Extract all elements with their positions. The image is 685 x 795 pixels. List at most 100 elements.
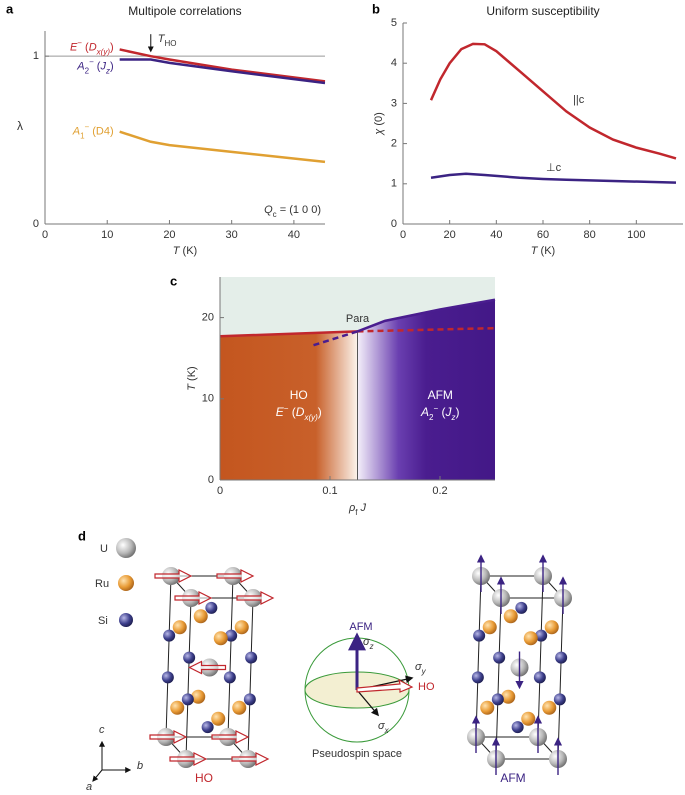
atom-si bbox=[201, 721, 214, 734]
x-tick-label: 20 bbox=[163, 229, 175, 241]
y-tick-label: 0 bbox=[33, 218, 39, 230]
legend-label: U bbox=[100, 543, 108, 555]
atom-si bbox=[243, 693, 256, 706]
x-tick-label: 0 bbox=[217, 485, 223, 497]
cell-edge bbox=[165, 575, 172, 738]
atom-ru bbox=[521, 711, 536, 726]
label-part: ( bbox=[288, 405, 295, 419]
label-part: E bbox=[276, 405, 285, 419]
phase-line bbox=[357, 326, 496, 333]
atom-si bbox=[535, 629, 548, 642]
y-tick-label: 5 bbox=[391, 17, 397, 29]
label-part: − bbox=[77, 38, 82, 47]
label-part: 2 bbox=[429, 413, 434, 422]
y-axis-label: T (K) bbox=[186, 366, 198, 390]
cell-edge bbox=[475, 575, 482, 738]
axis-letter: c bbox=[99, 724, 105, 736]
x-tick-label: 0.1 bbox=[322, 485, 337, 497]
y-tick-label: 1 bbox=[391, 178, 397, 190]
label-part: J bbox=[357, 502, 366, 514]
x-tick-label: 40 bbox=[288, 229, 300, 241]
atom-si bbox=[245, 651, 258, 664]
atom-si bbox=[223, 671, 236, 684]
label-part: E bbox=[70, 41, 78, 53]
series-label: A1− (D4) bbox=[72, 122, 114, 140]
subscript: y bbox=[421, 667, 427, 676]
series-line bbox=[430, 172, 677, 184]
symbol: σ bbox=[363, 636, 370, 648]
atom-si bbox=[181, 693, 194, 706]
cell-edge bbox=[557, 597, 564, 760]
x-axis-label: T (K) bbox=[173, 245, 197, 257]
label-part: ( bbox=[82, 41, 89, 53]
atom-si bbox=[555, 651, 568, 664]
panel-label: b bbox=[372, 1, 380, 16]
label-part: (D4) bbox=[89, 126, 113, 138]
y-tick-label: 0 bbox=[208, 474, 214, 486]
symbol: σ bbox=[415, 661, 422, 673]
atom-ru bbox=[542, 700, 557, 715]
label-part: x(y) bbox=[96, 47, 111, 56]
atom-ru bbox=[544, 620, 559, 635]
label-part: ρ bbox=[348, 502, 355, 514]
y-tick-label: 0 bbox=[391, 218, 397, 230]
x-tick-label: 0.2 bbox=[432, 485, 447, 497]
crystal-axes bbox=[92, 740, 132, 782]
series-label: ⊥c bbox=[546, 162, 562, 174]
phase-line bbox=[313, 330, 358, 347]
moment-arrow bbox=[149, 730, 188, 744]
structure-label: AFM bbox=[500, 771, 525, 785]
sigma-x: σx bbox=[378, 720, 390, 735]
series-label: A2− (Jz) bbox=[76, 57, 113, 75]
y-tick-label: 3 bbox=[391, 97, 397, 109]
label-part: T bbox=[158, 33, 166, 45]
x-tick-label: 60 bbox=[537, 229, 549, 241]
y-axis-label: λ bbox=[17, 119, 23, 133]
label-part: (K) bbox=[538, 245, 556, 257]
atom-si bbox=[493, 651, 506, 664]
label-part: χ bbox=[373, 128, 385, 136]
panel-label: d bbox=[78, 528, 86, 543]
series-line bbox=[429, 42, 677, 160]
atom-si bbox=[553, 693, 566, 706]
label-part: A bbox=[420, 405, 429, 419]
label-part: c bbox=[273, 210, 277, 219]
series-line bbox=[119, 48, 326, 83]
axis-letter: b bbox=[137, 760, 143, 772]
atom-ru bbox=[213, 631, 228, 646]
region-label: HO bbox=[290, 388, 308, 402]
atom-si bbox=[163, 629, 176, 642]
label-part: (K) bbox=[186, 366, 198, 384]
x-axis-label: T (K) bbox=[531, 245, 555, 257]
crystal-afm bbox=[467, 554, 572, 775]
annotation: THO bbox=[158, 33, 177, 48]
region-label: AFM bbox=[428, 388, 453, 402]
afm-axis-label: AFM bbox=[349, 621, 372, 633]
panel-label: c bbox=[170, 273, 177, 288]
atom-ru bbox=[523, 631, 538, 646]
label-part: ) bbox=[455, 405, 459, 419]
series-label: ||c bbox=[573, 94, 585, 106]
cell-edge bbox=[185, 597, 192, 760]
atom-si bbox=[471, 671, 484, 684]
x-tick-label: 0 bbox=[42, 229, 48, 241]
label-part: Q bbox=[264, 204, 273, 216]
sigma-z: σz bbox=[363, 636, 374, 651]
x-tick-label: 40 bbox=[490, 229, 502, 241]
region-ho bbox=[220, 331, 358, 480]
label-part: − bbox=[85, 122, 90, 131]
sigma-y: σy bbox=[415, 661, 427, 676]
label-part: − bbox=[433, 404, 438, 413]
atom-ru bbox=[503, 609, 518, 624]
legend-label: Ru bbox=[95, 578, 109, 590]
y-tick-label: 2 bbox=[391, 138, 397, 150]
moment-arrow bbox=[169, 752, 208, 766]
region-afm bbox=[357, 299, 495, 480]
atom-ru bbox=[170, 700, 185, 715]
atom-si bbox=[225, 629, 238, 642]
region-label: Para bbox=[346, 313, 370, 325]
label-part: z bbox=[105, 66, 110, 75]
chart-title: Uniform susceptibility bbox=[486, 4, 599, 18]
